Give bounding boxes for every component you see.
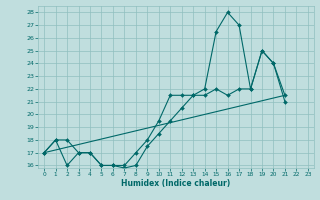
X-axis label: Humidex (Indice chaleur): Humidex (Indice chaleur) [121, 179, 231, 188]
